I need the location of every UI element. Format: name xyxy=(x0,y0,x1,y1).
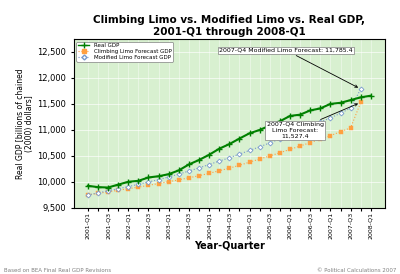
Climbing Limo Forecast GDP xyxy=(227,167,232,170)
Real GDP xyxy=(368,94,373,97)
Climbing Limo Forecast GDP xyxy=(318,138,323,141)
Modified Limo Forecast GDP xyxy=(116,187,120,190)
Real GDP xyxy=(166,173,171,176)
Modified Limo Forecast GDP xyxy=(126,185,131,188)
Climbing Limo Forecast GDP xyxy=(348,126,353,129)
Real GDP xyxy=(328,102,333,105)
Climbing Limo Forecast GDP xyxy=(328,134,333,137)
Modified Limo Forecast GDP xyxy=(237,152,242,156)
Real GDP xyxy=(358,96,363,99)
Modified Limo Forecast GDP xyxy=(156,178,161,181)
Modified Limo Forecast GDP xyxy=(146,180,151,184)
Modified Limo Forecast GDP xyxy=(86,193,90,197)
Climbing Limo Forecast GDP xyxy=(126,187,131,190)
Climbing Limo Forecast GDP xyxy=(257,157,262,161)
Modified Limo Forecast GDP xyxy=(217,159,222,163)
Climbing Limo Forecast GDP xyxy=(156,182,161,185)
Modified Limo Forecast GDP xyxy=(318,121,323,124)
Real GDP xyxy=(186,163,191,166)
Real GDP xyxy=(348,98,353,102)
Real GDP xyxy=(146,176,151,179)
Line: Modified Limo Forecast GDP: Modified Limo Forecast GDP xyxy=(86,87,362,197)
Text: 2007-Q4 Climbing
Limo Forecast:
11,527.4: 2007-Q4 Climbing Limo Forecast: 11,527.4 xyxy=(266,104,357,139)
Modified Limo Forecast GDP xyxy=(227,156,232,159)
Text: 2007-Q4 Modified Limo Forecast: 11,785.4: 2007-Q4 Modified Limo Forecast: 11,785.4 xyxy=(219,48,358,87)
Climbing Limo Forecast GDP xyxy=(207,172,212,175)
Real GDP xyxy=(197,158,202,162)
Real GDP xyxy=(267,124,272,127)
Real GDP xyxy=(156,175,161,178)
Climbing Limo Forecast GDP xyxy=(166,180,171,183)
Text: © Political Calculations 2007: © Political Calculations 2007 xyxy=(317,268,396,273)
Climbing Limo Forecast GDP xyxy=(217,169,222,172)
Real GDP xyxy=(308,109,313,112)
Title: Climbing Limo vs. Modified Limo vs. Real GDP,
2001-Q1 through 2008-Q1: Climbing Limo vs. Modified Limo vs. Real… xyxy=(93,15,365,37)
Modified Limo Forecast GDP xyxy=(328,116,333,119)
Real GDP xyxy=(207,153,212,156)
Real GDP xyxy=(237,137,242,140)
Modified Limo Forecast GDP xyxy=(308,125,313,128)
Real GDP xyxy=(217,147,222,150)
Climbing Limo Forecast GDP xyxy=(86,193,90,197)
Climbing Limo Forecast GDP xyxy=(146,184,151,187)
Modified Limo Forecast GDP xyxy=(197,166,202,170)
Real GDP xyxy=(298,113,302,116)
Real GDP xyxy=(176,169,181,172)
Climbing Limo Forecast GDP xyxy=(186,176,191,179)
Climbing Limo Forecast GDP xyxy=(116,189,120,192)
Real GDP xyxy=(126,180,131,183)
Modified Limo Forecast GDP xyxy=(358,87,363,91)
Modified Limo Forecast GDP xyxy=(96,191,100,195)
Modified Limo Forecast GDP xyxy=(186,169,191,173)
Climbing Limo Forecast GDP xyxy=(288,148,292,151)
Real GDP xyxy=(338,101,343,104)
Modified Limo Forecast GDP xyxy=(176,173,181,176)
Line: Real GDP: Real GDP xyxy=(85,93,374,190)
Real GDP xyxy=(96,185,100,189)
Real GDP xyxy=(227,142,232,146)
Real GDP xyxy=(278,120,282,123)
Real GDP xyxy=(247,132,252,135)
Climbing Limo Forecast GDP xyxy=(358,101,363,104)
Modified Limo Forecast GDP xyxy=(257,145,262,149)
Modified Limo Forecast GDP xyxy=(278,137,282,141)
Climbing Limo Forecast GDP xyxy=(278,151,282,155)
Modified Limo Forecast GDP xyxy=(338,112,343,115)
Climbing Limo Forecast GDP xyxy=(197,174,202,177)
Real GDP xyxy=(86,184,90,187)
Real GDP xyxy=(116,183,120,186)
Climbing Limo Forecast GDP xyxy=(136,185,141,189)
Modified Limo Forecast GDP xyxy=(298,129,302,132)
Climbing Limo Forecast GDP xyxy=(176,178,181,181)
Modified Limo Forecast GDP xyxy=(166,175,171,179)
Climbing Limo Forecast GDP xyxy=(308,141,313,144)
Y-axis label: Real GDP [billions of chained
(2000) dollars]: Real GDP [billions of chained (2000) dol… xyxy=(15,68,34,179)
Modified Limo Forecast GDP xyxy=(288,133,292,136)
Legend: Real GDP, Climbing Limo Forecast GDP, Modified Limo Forecast GDP: Real GDP, Climbing Limo Forecast GDP, Mo… xyxy=(76,42,173,62)
Text: Based on BEA Final Real GDP Revisions: Based on BEA Final Real GDP Revisions xyxy=(4,268,111,273)
Climbing Limo Forecast GDP xyxy=(247,161,252,164)
Modified Limo Forecast GDP xyxy=(106,189,110,192)
Climbing Limo Forecast GDP xyxy=(106,190,110,193)
Real GDP xyxy=(136,179,141,182)
Modified Limo Forecast GDP xyxy=(247,149,252,152)
Climbing Limo Forecast GDP xyxy=(237,164,242,167)
Real GDP xyxy=(257,128,262,132)
Modified Limo Forecast GDP xyxy=(207,163,212,166)
Climbing Limo Forecast GDP xyxy=(267,154,272,158)
Modified Limo Forecast GDP xyxy=(267,141,272,145)
Climbing Limo Forecast GDP xyxy=(96,192,100,195)
Line: Climbing Limo Forecast GDP: Climbing Limo Forecast GDP xyxy=(86,101,362,197)
X-axis label: Year-Quarter: Year-Quarter xyxy=(194,241,265,251)
Climbing Limo Forecast GDP xyxy=(298,144,302,148)
Real GDP xyxy=(106,186,110,189)
Modified Limo Forecast GDP xyxy=(136,183,141,186)
Real GDP xyxy=(318,107,323,110)
Real GDP xyxy=(288,114,292,118)
Climbing Limo Forecast GDP xyxy=(338,130,343,133)
Modified Limo Forecast GDP xyxy=(348,106,353,110)
